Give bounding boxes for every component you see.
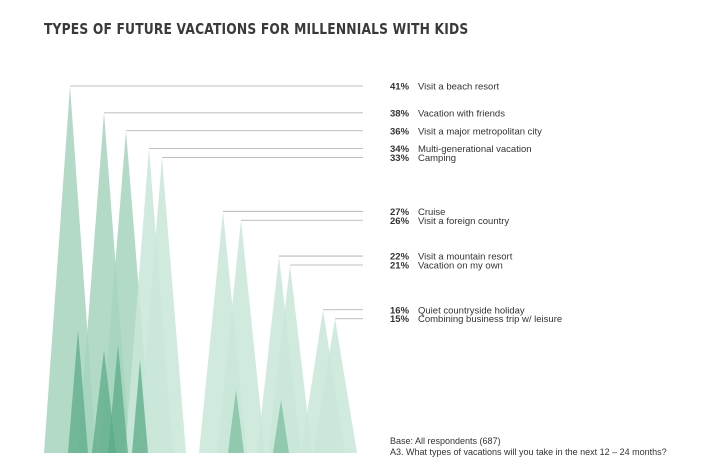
- labels-group: 41% Visit a beach resort 38% Vacation with …: [390, 82, 562, 326]
- peak-11: [313, 318, 357, 453]
- value-label-6: 27%: [390, 207, 410, 218]
- chart-title: TYPES OF FUTURE VACATIONS FOR MILLENNIAL…: [44, 20, 469, 38]
- value-label-2: 38%: [390, 108, 410, 119]
- value-label-4: 34%: [390, 144, 410, 155]
- peak-accent: [228, 390, 244, 453]
- value-label-7: 26%: [390, 216, 410, 227]
- category-label-3: Visit a major metropolitan city: [418, 126, 542, 137]
- category-label-2: Vacation with friends: [418, 108, 505, 119]
- category-label-5: Camping: [418, 153, 456, 164]
- value-label-3: 36%: [390, 126, 410, 137]
- peak-accent: [132, 360, 148, 453]
- category-label-6: Cruise: [418, 207, 445, 218]
- peak-1: [44, 86, 96, 453]
- category-label-8: Visit a mountain resort: [418, 252, 513, 263]
- peak-9: [268, 265, 312, 453]
- peak-5: [138, 157, 186, 454]
- category-label-11: Combining business trip w/ leisure: [418, 314, 562, 325]
- footnote-base: Base: All respondents (687): [390, 436, 501, 446]
- category-label-1: Visit a beach resort: [418, 82, 500, 93]
- peak-accent: [92, 350, 116, 453]
- category-label-10: Quiet countryside holiday: [418, 305, 525, 316]
- value-label-8: 22%: [390, 252, 410, 263]
- category-label-4: Multi-generational vacation: [418, 144, 532, 155]
- footnote-question: A3. What types of vacations will you tak…: [390, 447, 667, 457]
- category-label-9: Vacation on my own: [418, 261, 503, 272]
- value-label-11: 15%: [390, 314, 410, 325]
- leader-lines-group: [70, 85, 363, 320]
- value-label-5: 33%: [390, 153, 410, 164]
- value-label-10: 16%: [390, 305, 410, 316]
- value-label-1: 41%: [390, 82, 410, 93]
- value-label-9: 21%: [390, 261, 410, 272]
- footnote: Base: All respondents (687) A3. What typ…: [390, 436, 667, 458]
- category-label-7: Visit a foreign country: [418, 216, 509, 227]
- peak-accent: [273, 400, 289, 453]
- peak-accent: [68, 330, 88, 453]
- peak-7: [217, 220, 265, 453]
- peaks-group: [44, 86, 357, 454]
- peak-accent: [108, 345, 128, 453]
